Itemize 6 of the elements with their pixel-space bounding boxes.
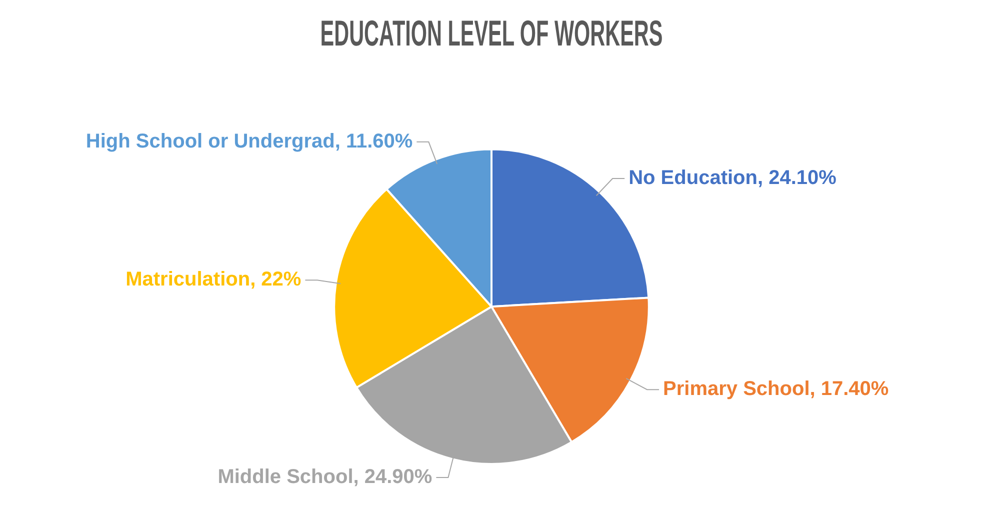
slice-label: Matriculation, 22% <box>126 268 302 291</box>
slice-label: No Education, 24.10% <box>628 166 837 189</box>
slice-label: High School or Undergrad, 11.60% <box>86 130 413 152</box>
slice-label: Middle School, 24.90% <box>218 466 432 488</box>
slice-label: Primary School, 17.40% <box>663 378 889 400</box>
chart-title: EDUCATION LEVEL OF WORKERS <box>320 14 663 54</box>
